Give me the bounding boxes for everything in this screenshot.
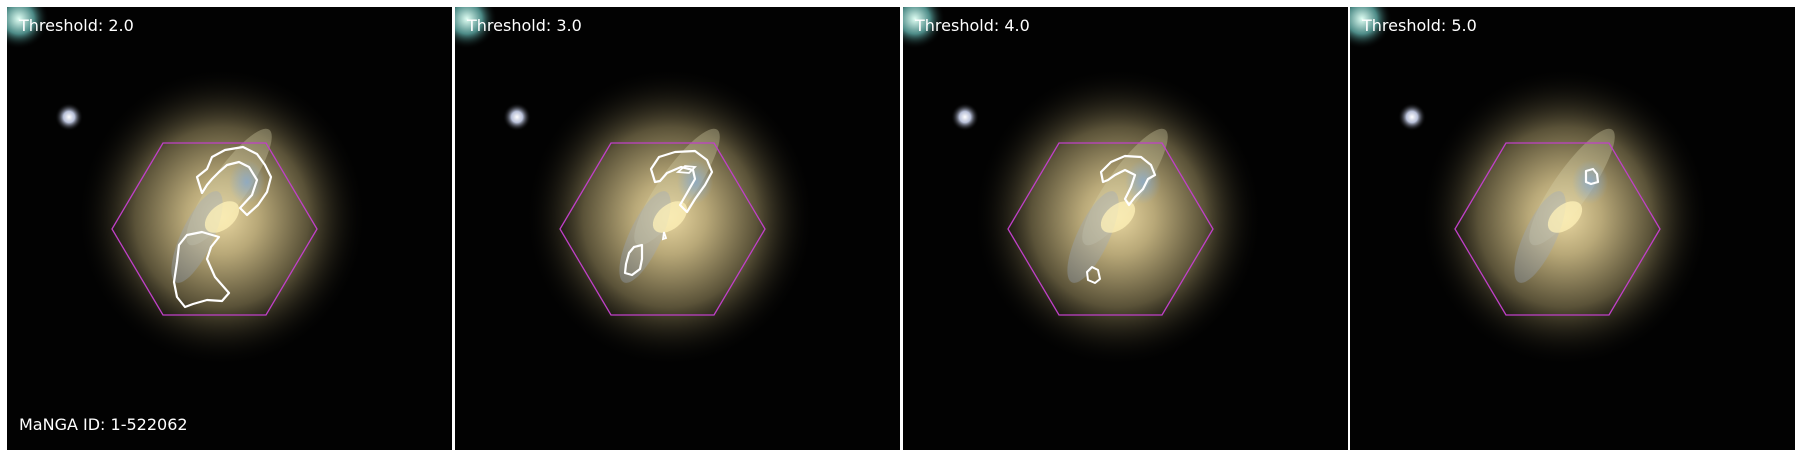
contour-north [649,149,714,214]
contour-north [1584,167,1600,186]
galaxy-image [7,7,452,450]
ifu-hexagon [559,142,766,316]
panel-title: Threshold: 2.0 [19,16,134,35]
panel-threshold-2: Threshold: 3.0 [455,7,900,450]
ifu-hexagon [1454,142,1661,316]
galaxy-image [1350,7,1795,450]
panel-title: Threshold: 3.0 [467,16,582,35]
contour-north [195,145,273,217]
panel-threshold-1: Threshold: 2.0 MaNGA ID: 1-522062 [7,7,452,450]
contour-south [172,230,231,309]
ifu-hexagon [1007,142,1214,316]
contour-small [661,231,668,241]
galaxy-id-label: MaNGA ID: 1-522062 [19,415,188,434]
galaxy-image [455,7,900,450]
ifu-hexagon [111,142,318,316]
galaxy-image [903,7,1348,450]
panel-threshold-3: Threshold: 4.0 [903,7,1348,450]
contour-north [1099,154,1157,207]
panel-title: Threshold: 4.0 [915,16,1030,35]
panel-title: Threshold: 5.0 [1362,16,1477,35]
contour-south [623,243,644,277]
contour-north-inner [675,165,697,174]
contour-south [1086,266,1101,284]
panel-threshold-4: Threshold: 5.0 [1350,7,1795,450]
